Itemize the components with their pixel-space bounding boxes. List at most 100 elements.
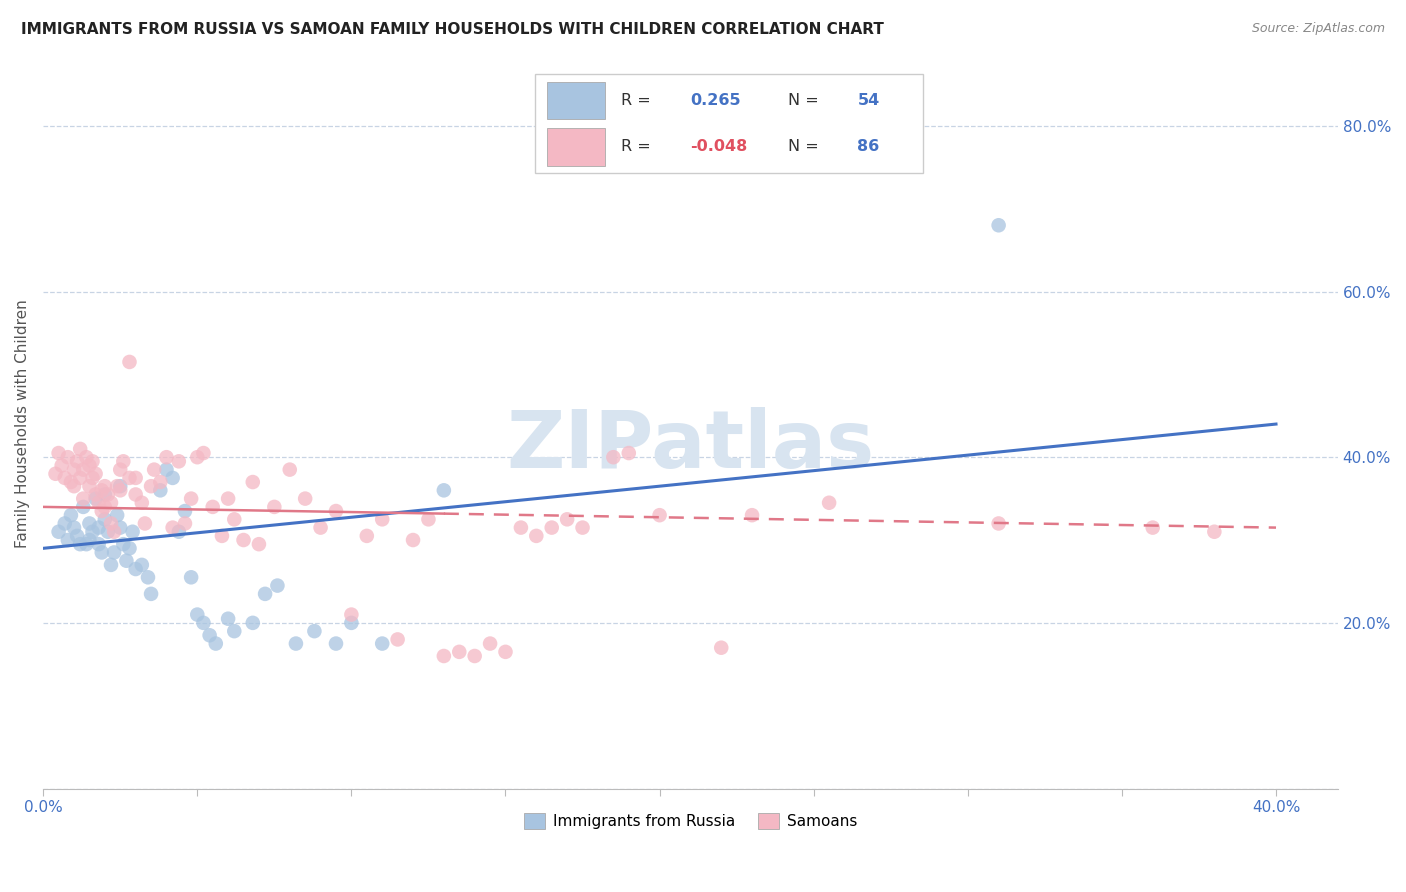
Point	[509, 520, 531, 534]
Point	[263, 500, 285, 514]
Point	[75, 537, 97, 551]
Point	[112, 537, 135, 551]
Point	[110, 483, 132, 498]
Point	[84, 487, 107, 501]
Point	[100, 496, 122, 510]
Point	[540, 520, 562, 534]
Point	[449, 645, 471, 659]
Point	[204, 636, 226, 650]
Point	[48, 524, 70, 539]
Point	[648, 508, 671, 523]
Point	[118, 541, 141, 556]
Point	[224, 512, 246, 526]
Point	[110, 520, 132, 534]
Point	[987, 516, 1010, 531]
Point	[155, 450, 177, 465]
Point	[79, 533, 101, 547]
Text: IMMIGRANTS FROM RUSSIA VS SAMOAN FAMILY HOUSEHOLDS WITH CHILDREN CORRELATION CHA: IMMIGRANTS FROM RUSSIA VS SAMOAN FAMILY …	[21, 22, 884, 37]
Point	[87, 520, 110, 534]
Point	[356, 529, 378, 543]
Point	[294, 491, 316, 506]
Point	[186, 607, 208, 622]
Point	[94, 479, 117, 493]
Point	[602, 450, 624, 465]
Point	[139, 587, 162, 601]
Point	[193, 446, 215, 460]
Point	[103, 545, 125, 559]
Point	[110, 462, 132, 476]
Point	[66, 529, 89, 543]
Point	[90, 504, 112, 518]
Point	[186, 450, 208, 465]
Point	[387, 632, 409, 647]
Point	[284, 636, 307, 650]
Point	[741, 508, 763, 523]
Point	[149, 483, 172, 498]
Point	[479, 636, 502, 650]
Point	[59, 475, 82, 489]
Point	[94, 512, 117, 526]
Point	[53, 516, 76, 531]
Point	[63, 462, 86, 476]
Point	[131, 496, 153, 510]
Text: ZIPatlas: ZIPatlas	[506, 407, 875, 485]
Point	[217, 612, 239, 626]
Point	[72, 462, 94, 476]
Point	[555, 512, 578, 526]
Point	[69, 471, 91, 485]
Point	[433, 648, 456, 663]
Point	[131, 558, 153, 572]
Point	[278, 462, 301, 476]
Point	[105, 508, 128, 523]
Point	[84, 467, 107, 481]
Point	[79, 479, 101, 493]
Point	[103, 524, 125, 539]
Point	[66, 454, 89, 468]
Point	[254, 587, 277, 601]
Point	[90, 545, 112, 559]
Point	[180, 570, 202, 584]
Point	[124, 487, 146, 501]
Point	[266, 578, 288, 592]
Point	[90, 483, 112, 498]
Point	[124, 562, 146, 576]
Point	[325, 636, 347, 650]
Point	[63, 520, 86, 534]
Point	[167, 524, 190, 539]
Point	[162, 471, 184, 485]
Point	[217, 491, 239, 506]
Point	[201, 500, 224, 514]
Point	[1204, 524, 1226, 539]
Point	[371, 512, 394, 526]
Point	[174, 516, 197, 531]
Point	[44, 467, 66, 481]
Point	[402, 533, 425, 547]
Point	[82, 454, 104, 468]
Point	[118, 355, 141, 369]
Point	[100, 516, 122, 531]
Point	[100, 558, 122, 572]
Point	[105, 479, 128, 493]
Point	[87, 537, 110, 551]
Point	[617, 446, 640, 460]
Point	[72, 491, 94, 506]
Point	[134, 516, 156, 531]
Point	[94, 500, 117, 514]
Point	[94, 487, 117, 501]
Point	[110, 479, 132, 493]
Y-axis label: Family Households with Children: Family Households with Children	[15, 300, 30, 549]
Point	[149, 475, 172, 489]
Point	[818, 496, 841, 510]
Point	[139, 479, 162, 493]
Point	[495, 645, 517, 659]
Point	[304, 624, 326, 639]
Point	[464, 648, 486, 663]
Point	[72, 500, 94, 514]
Point	[112, 454, 135, 468]
Point	[118, 471, 141, 485]
Point	[79, 458, 101, 473]
Point	[198, 628, 221, 642]
Point	[325, 504, 347, 518]
Point	[524, 529, 547, 543]
Text: Source: ZipAtlas.com: Source: ZipAtlas.com	[1251, 22, 1385, 36]
